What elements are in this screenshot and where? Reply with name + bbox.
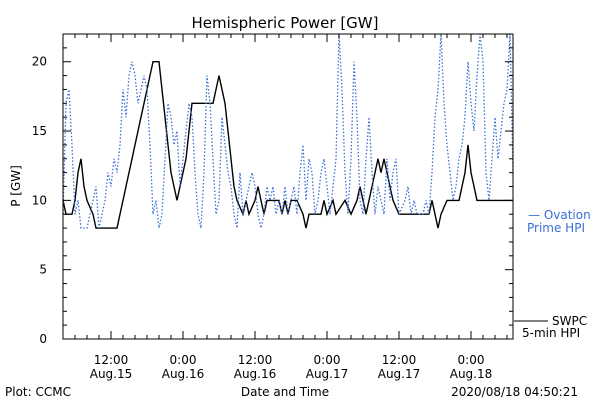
series-line-ovation <box>62 33 514 229</box>
x-tick-label-time: 0:00 <box>314 353 341 367</box>
y-tick-label: 20 <box>32 55 47 69</box>
legend-ovation-line1: — Ovation <box>528 208 591 222</box>
x-axis-label: Date and Time <box>241 385 329 399</box>
legend: — Ovation Prime HPI SWPC 5-min HPI <box>514 208 591 340</box>
x-tick-label-date: Aug.18 <box>450 367 493 381</box>
x-tick-label-time: 0:00 <box>170 353 197 367</box>
y-tick-label: 15 <box>32 124 47 138</box>
x-tick-label-date: Aug.15 <box>90 367 133 381</box>
legend-swpc-line1: SWPC <box>552 314 587 328</box>
x-tick-label-time: 12:00 <box>238 353 273 367</box>
x-tick-label-date: Aug.17 <box>306 367 349 381</box>
legend-swpc-line2: 5-min HPI <box>522 326 580 340</box>
x-tick-label-date: Aug.17 <box>378 367 421 381</box>
plot-credit: Plot: CCMC <box>5 385 71 399</box>
legend-ovation-line2: Prime HPI <box>527 221 585 235</box>
y-tick-label: 0 <box>39 332 47 346</box>
plot-timestamp: 2020/08/18 04:50:21 <box>451 385 578 399</box>
x-tick-label-time: 12:00 <box>382 353 417 367</box>
y-tick-label: 10 <box>32 193 47 207</box>
x-tick-label-date: Aug.16 <box>234 367 277 381</box>
y-tick-label: 5 <box>39 263 47 277</box>
y-axis-label: P [GW] <box>9 165 23 207</box>
x-tick-label-date: Aug.16 <box>162 367 205 381</box>
x-tick-label-time: 0:00 <box>458 353 485 367</box>
chart-title: Hemispheric Power [GW] <box>192 14 379 32</box>
x-tick-label-time: 12:00 <box>94 353 129 367</box>
series-line-swpc <box>62 61 513 229</box>
